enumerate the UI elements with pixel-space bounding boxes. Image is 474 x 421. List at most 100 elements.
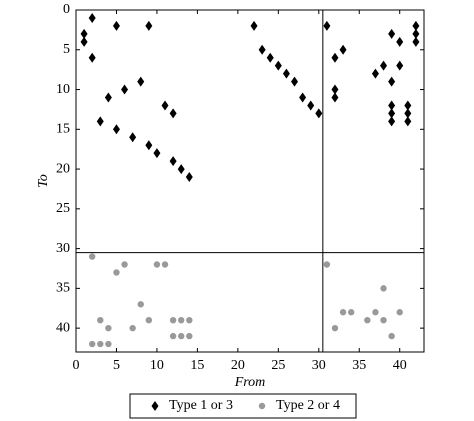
point bbox=[88, 52, 96, 63]
point bbox=[282, 68, 290, 79]
point bbox=[274, 60, 282, 71]
point bbox=[178, 332, 185, 340]
point bbox=[88, 340, 96, 348]
legend-box bbox=[129, 393, 357, 419]
point bbox=[388, 28, 396, 39]
point bbox=[153, 148, 161, 159]
point bbox=[339, 309, 347, 316]
point bbox=[137, 76, 145, 87]
point bbox=[137, 301, 144, 308]
point bbox=[129, 324, 136, 332]
x-tick-label: 0 bbox=[73, 358, 80, 373]
point bbox=[412, 20, 420, 31]
point bbox=[145, 20, 153, 31]
point bbox=[331, 52, 339, 63]
point bbox=[169, 316, 177, 324]
point bbox=[178, 316, 185, 324]
point bbox=[88, 12, 96, 23]
point bbox=[185, 172, 193, 183]
point bbox=[96, 116, 104, 127]
point bbox=[364, 316, 371, 324]
point bbox=[105, 324, 112, 332]
point bbox=[153, 261, 161, 268]
x-tick-label: 10 bbox=[150, 358, 164, 373]
point bbox=[112, 20, 120, 31]
y-tick-label: 35 bbox=[56, 281, 70, 296]
point bbox=[169, 332, 177, 340]
point bbox=[169, 108, 177, 119]
x-tick-label: 35 bbox=[352, 358, 366, 373]
point bbox=[380, 316, 387, 324]
point bbox=[266, 52, 274, 63]
point bbox=[113, 269, 120, 276]
point bbox=[105, 340, 112, 348]
point bbox=[412, 36, 420, 47]
point bbox=[161, 100, 169, 111]
point bbox=[186, 332, 193, 340]
point bbox=[388, 332, 395, 340]
y-tick-label: 0 bbox=[63, 2, 70, 17]
point bbox=[112, 124, 120, 135]
point bbox=[145, 140, 153, 151]
legend-label: Type 2 or 4 bbox=[276, 398, 340, 413]
point bbox=[396, 60, 404, 71]
point bbox=[323, 20, 331, 31]
point bbox=[129, 132, 137, 143]
x-tick-label: 20 bbox=[231, 358, 245, 373]
point bbox=[323, 261, 331, 268]
x-tick-label: 25 bbox=[271, 358, 285, 373]
point bbox=[291, 76, 299, 87]
plot-frame bbox=[75, 9, 425, 353]
y-tick-label: 10 bbox=[56, 82, 70, 97]
point bbox=[80, 28, 88, 39]
point bbox=[404, 116, 412, 127]
point bbox=[104, 92, 112, 103]
point bbox=[169, 156, 177, 167]
point bbox=[371, 68, 379, 79]
point bbox=[372, 309, 379, 316]
point bbox=[388, 108, 396, 119]
point bbox=[177, 164, 185, 175]
point bbox=[404, 100, 412, 111]
point bbox=[412, 28, 420, 39]
point bbox=[186, 316, 193, 324]
legend-marker bbox=[258, 402, 266, 410]
y-tick-label: 30 bbox=[56, 241, 70, 256]
x-tick-label: 15 bbox=[190, 358, 204, 373]
y-tick-label: 20 bbox=[56, 161, 70, 176]
point bbox=[88, 253, 96, 260]
point bbox=[161, 261, 169, 268]
point bbox=[396, 309, 403, 316]
point bbox=[331, 84, 339, 95]
y-tick-label: 40 bbox=[56, 320, 70, 335]
point bbox=[315, 108, 323, 119]
x-tick-label: 40 bbox=[393, 358, 407, 373]
point bbox=[347, 309, 355, 316]
point bbox=[145, 316, 153, 324]
point bbox=[307, 100, 315, 111]
point bbox=[380, 285, 387, 292]
point bbox=[388, 100, 396, 111]
legend-label: Type 1 or 3 bbox=[169, 398, 233, 413]
point bbox=[258, 44, 266, 55]
point bbox=[331, 324, 339, 332]
point bbox=[299, 92, 307, 103]
y-tick-label: 25 bbox=[56, 201, 70, 216]
point bbox=[388, 76, 396, 87]
y-tick-label: 5 bbox=[63, 42, 70, 57]
point bbox=[331, 92, 339, 103]
y-tick-label: 15 bbox=[56, 122, 70, 137]
point bbox=[97, 340, 104, 348]
point bbox=[339, 44, 347, 55]
point bbox=[250, 20, 258, 31]
point bbox=[388, 116, 396, 127]
legend-marker bbox=[151, 401, 159, 411]
y-axis-label: To bbox=[36, 174, 51, 188]
point bbox=[97, 316, 104, 324]
x-tick-label: 5 bbox=[113, 358, 120, 373]
point bbox=[380, 60, 388, 71]
x-tick-label: 30 bbox=[312, 358, 326, 373]
point bbox=[404, 108, 412, 119]
point bbox=[121, 261, 128, 268]
